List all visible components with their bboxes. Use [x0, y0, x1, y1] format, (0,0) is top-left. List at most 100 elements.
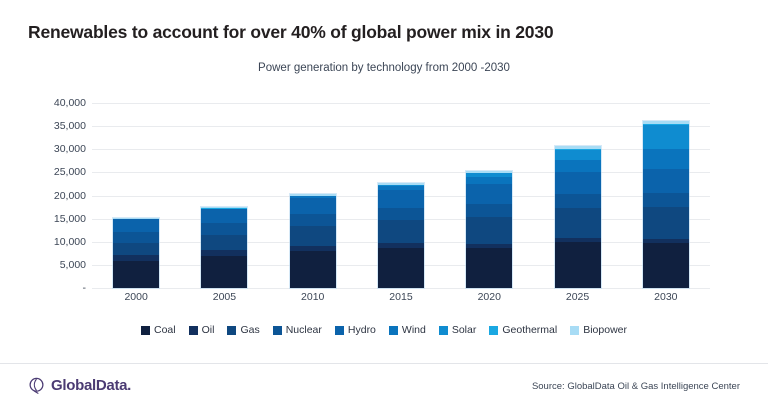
- bar-column[interactable]: [277, 103, 349, 288]
- bar-segment-coal[interactable]: [113, 260, 160, 288]
- bar-segment-biopower[interactable]: [466, 170, 513, 173]
- legend-label: Wind: [401, 324, 426, 336]
- bar-segment-oil[interactable]: [642, 239, 689, 243]
- bar-segment-wind[interactable]: [377, 186, 424, 191]
- bar-segment-oil[interactable]: [289, 246, 336, 251]
- legend-item-hydro[interactable]: Hydro: [334, 324, 376, 336]
- bar-segment-gas[interactable]: [289, 226, 336, 247]
- y-axis-tick-label: 10,000: [53, 235, 86, 248]
- legend-item-oil[interactable]: Oil: [188, 324, 215, 336]
- bar-segment-nuclear[interactable]: [113, 231, 160, 244]
- bar-segment-coal[interactable]: [466, 247, 513, 288]
- legend-item-solar[interactable]: Solar: [438, 324, 477, 336]
- bar-segment-hydro[interactable]: [466, 184, 513, 205]
- y-axis-tick-label: 40,000: [53, 97, 86, 109]
- bar-column[interactable]: [542, 103, 614, 288]
- y-axis: - 5,000 10,000 15,000 20,000 25,000 30,000 35,0…: [0, 97, 86, 294]
- stacked-bar[interactable]: [466, 170, 513, 288]
- bar-segment-coal[interactable]: [201, 255, 248, 288]
- bar-segment-wind[interactable]: [289, 196, 336, 198]
- legend-item-coal[interactable]: Coal: [140, 324, 176, 336]
- gridline: [92, 172, 710, 174]
- stacked-bar[interactable]: [554, 146, 601, 288]
- stacked-bar[interactable]: [642, 121, 689, 288]
- bar-column[interactable]: [453, 103, 525, 288]
- legend-item-geothermal[interactable]: Geothermal: [489, 324, 557, 336]
- bar-segment-wind[interactable]: [466, 177, 513, 185]
- bar-segment-hydro[interactable]: [554, 172, 601, 195]
- bar-segment-coal[interactable]: [377, 247, 424, 288]
- bar-segment-geothermal[interactable]: [554, 149, 601, 150]
- legend-swatch-icon: [227, 325, 237, 335]
- legend-item-biopower[interactable]: Biopower: [570, 324, 627, 336]
- bar-segment-gas[interactable]: [554, 207, 601, 239]
- bar-segment-hydro[interactable]: [377, 190, 424, 209]
- bar-segment-hydro[interactable]: [289, 197, 336, 214]
- bar-segment-wind[interactable]: [642, 148, 689, 170]
- stacked-bar[interactable]: [377, 182, 424, 288]
- bar-column[interactable]: [189, 103, 261, 288]
- bar-segment-gas[interactable]: [466, 216, 513, 244]
- bar-segment-oil[interactable]: [554, 238, 601, 242]
- bar-segment-hydro[interactable]: [201, 209, 248, 223]
- stacked-bar[interactable]: [113, 218, 160, 288]
- bar-segment-nuclear[interactable]: [377, 208, 424, 220]
- bar-segment-gas[interactable]: [377, 219, 424, 244]
- bar-segment-solar[interactable]: [554, 149, 601, 160]
- legend-swatch-icon: [188, 325, 198, 335]
- plot-area: [92, 103, 710, 289]
- gridline: [92, 288, 710, 289]
- legend-label: Biopower: [583, 324, 627, 336]
- bar-segment-solar[interactable]: [377, 185, 424, 187]
- legend-label: Solar: [451, 324, 477, 336]
- bar-segment-hydro[interactable]: [642, 169, 689, 193]
- legend-swatch-icon: [438, 325, 448, 335]
- bar-column[interactable]: [365, 103, 437, 288]
- bar-segment-gas[interactable]: [201, 235, 248, 251]
- legend-swatch-icon: [388, 325, 398, 335]
- bar-segment-nuclear[interactable]: [466, 204, 513, 217]
- legend-item-nuclear[interactable]: Nuclear: [272, 324, 322, 336]
- bar-segment-hydro[interactable]: [113, 219, 160, 232]
- bar-segment-nuclear[interactable]: [554, 194, 601, 208]
- bar-segment-oil[interactable]: [201, 250, 248, 256]
- legend-label: Coal: [153, 324, 176, 336]
- stacked-bar[interactable]: [201, 207, 248, 288]
- bar-segment-wind[interactable]: [554, 159, 601, 173]
- legend-item-gas[interactable]: Gas: [227, 324, 260, 336]
- bar-segment-coal[interactable]: [554, 241, 601, 288]
- y-axis-tick-label: 15,000: [53, 212, 86, 225]
- bar-segment-coal[interactable]: [289, 251, 336, 288]
- bar-segment-geothermal[interactable]: [642, 124, 689, 126]
- x-axis-tick-label: 2000: [124, 291, 148, 303]
- bar-segment-biopower[interactable]: [289, 194, 336, 196]
- bar-segment-nuclear[interactable]: [642, 192, 689, 208]
- y-axis-tick-label: 25,000: [53, 166, 86, 179]
- legend-item-wind[interactable]: Wind: [388, 324, 426, 336]
- x-axis-tick-label: 2010: [301, 291, 325, 303]
- stacked-bar[interactable]: [289, 194, 336, 288]
- bar-segment-gas[interactable]: [113, 243, 160, 256]
- bar-segment-coal[interactable]: [642, 242, 689, 288]
- bar-segment-biopower[interactable]: [642, 121, 689, 125]
- bar-segment-biopower[interactable]: [201, 207, 248, 209]
- bar-segment-oil[interactable]: [377, 243, 424, 248]
- x-axis-tick-label: 2015: [389, 291, 413, 303]
- bar-segment-nuclear[interactable]: [289, 213, 336, 227]
- gridline: [92, 149, 710, 151]
- bar-column[interactable]: [100, 103, 172, 288]
- bar-segment-nuclear[interactable]: [201, 222, 248, 236]
- bar-segment-oil[interactable]: [113, 255, 160, 261]
- legend-swatch-icon: [570, 325, 580, 335]
- bar-segment-oil[interactable]: [466, 243, 513, 248]
- legend-label: Oil: [201, 324, 215, 336]
- legend-label: Gas: [240, 324, 260, 336]
- bar-segment-biopower[interactable]: [113, 218, 160, 219]
- bar-segment-gas[interactable]: [642, 207, 689, 240]
- bar-segment-biopower[interactable]: [554, 146, 601, 150]
- bar-segment-biopower[interactable]: [377, 182, 424, 185]
- bar-column[interactable]: [630, 103, 702, 288]
- bar-segment-solar[interactable]: [642, 125, 689, 149]
- bar-segment-solar[interactable]: [466, 173, 513, 178]
